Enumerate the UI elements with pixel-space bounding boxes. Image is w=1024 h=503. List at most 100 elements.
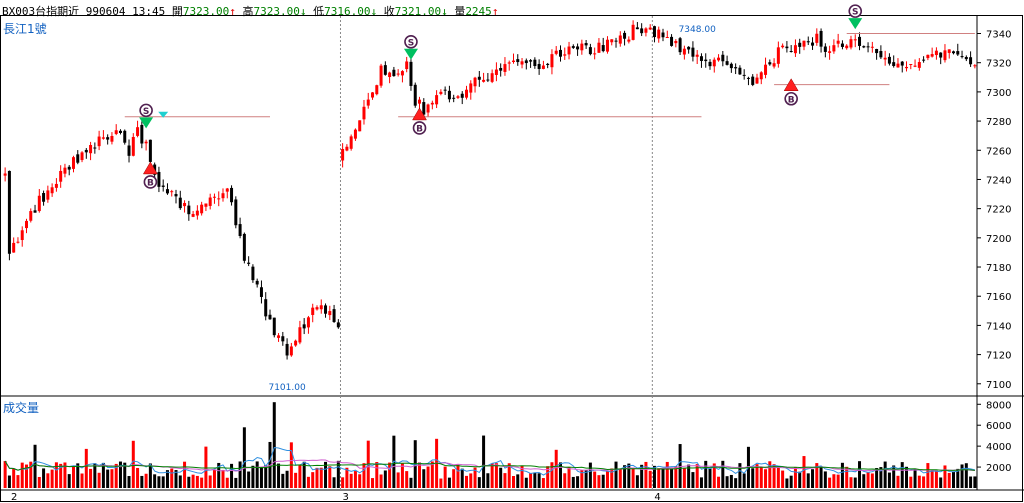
volume-bar: [759, 467, 763, 488]
volume-bar: [678, 444, 682, 488]
volume-bar: [494, 463, 498, 488]
volume-bar: [952, 471, 956, 488]
candle-body: [644, 28, 648, 33]
volume-bar: [144, 473, 148, 488]
candle-body: [490, 73, 494, 82]
candle-body: [670, 36, 674, 46]
volume-bar: [225, 477, 229, 488]
sell-badge: [848, 4, 863, 18]
volume-bar: [670, 468, 674, 488]
candle-body: [161, 185, 165, 187]
volume-bar: [934, 470, 938, 488]
volume-bar: [853, 477, 857, 488]
volume-bar: [358, 474, 362, 488]
candle-body: [127, 145, 131, 156]
volume-bar: [717, 476, 721, 488]
candle-body: [892, 62, 896, 66]
volume-bar: [379, 474, 383, 488]
volume-bar: [50, 469, 54, 488]
candle-body: [828, 51, 832, 53]
high-arrow: ↓: [299, 5, 307, 18]
volume-bar: [298, 465, 302, 488]
volume-bar: [537, 473, 541, 488]
buy-badge: [412, 121, 427, 135]
volume-panel-label: 成交量: [3, 401, 40, 415]
volume-bar: [153, 474, 157, 488]
volume-bar: [593, 471, 597, 488]
candle-body: [964, 57, 968, 60]
volume-bar: [204, 446, 208, 488]
candle-body: [580, 43, 584, 51]
open-arrow: ↑: [229, 5, 236, 18]
volume-bar: [550, 462, 554, 488]
candle-body: [657, 29, 661, 39]
candle-body: [922, 59, 926, 61]
candle-body: [195, 210, 199, 216]
candle-body: [900, 61, 904, 66]
volume-bar: [601, 474, 605, 488]
candle-body: [682, 48, 686, 55]
candle-body: [20, 230, 24, 241]
candle-body: [725, 61, 729, 65]
candle-body: [54, 183, 58, 188]
volume-bar: [24, 464, 28, 488]
volume-bar: [447, 477, 451, 488]
candle-body: [473, 77, 477, 87]
candle-body: [597, 42, 601, 53]
close-value: 7321.00: [394, 5, 442, 18]
candle-body: [118, 130, 122, 133]
volume-bar: [862, 474, 866, 488]
volume-bar: [956, 468, 960, 488]
candle-body: [422, 102, 426, 115]
candle-body: [879, 51, 883, 58]
volume-bar: [430, 461, 434, 488]
candle-body: [960, 56, 964, 58]
candle-body: [230, 187, 234, 203]
candle-body: [858, 36, 862, 46]
price-tick-label: 7240: [986, 175, 1011, 186]
candle-body: [247, 262, 251, 264]
candle-body: [687, 46, 691, 50]
candle-body: [776, 47, 780, 64]
volume-bar: [319, 467, 323, 488]
candle-body: [477, 76, 481, 80]
candle-body: [524, 60, 528, 64]
candle-body: [366, 99, 370, 106]
candle-body: [345, 146, 349, 151]
volume-bar: [828, 477, 832, 488]
candle-body: [259, 287, 263, 297]
candle-body: [913, 65, 917, 67]
candle-body: [486, 79, 490, 81]
volume-bar: [324, 461, 328, 488]
candle-body: [264, 299, 268, 317]
volume-bar: [665, 461, 669, 488]
volume-bar: [729, 474, 733, 488]
candle-body: [507, 62, 511, 64]
volume-bar: [251, 465, 255, 488]
volume-bar: [400, 463, 404, 488]
volume-bar: [294, 472, 298, 488]
candle-body: [136, 127, 140, 136]
candle-body: [114, 130, 118, 134]
candle-body: [396, 73, 400, 75]
candle-body: [537, 63, 541, 69]
candle-body: [272, 317, 276, 336]
volume-bar: [473, 467, 477, 488]
candle-body: [59, 170, 63, 182]
volume-bar: [242, 427, 246, 488]
volume-bar: [580, 470, 584, 488]
volume-bar: [755, 464, 759, 488]
volume-bar: [943, 465, 947, 488]
candle-body: [836, 40, 840, 44]
volume-bar: [418, 462, 422, 488]
candle-body: [89, 144, 93, 154]
volume-bar: [238, 461, 242, 488]
candle-body: [426, 104, 430, 113]
candle-body: [24, 220, 28, 229]
candle-body: [806, 41, 810, 43]
candle-body: [285, 343, 289, 356]
candle-body: [601, 45, 605, 52]
volume-bar: [114, 463, 118, 488]
volume-bar: [960, 464, 964, 488]
volume-bar: [191, 474, 195, 488]
